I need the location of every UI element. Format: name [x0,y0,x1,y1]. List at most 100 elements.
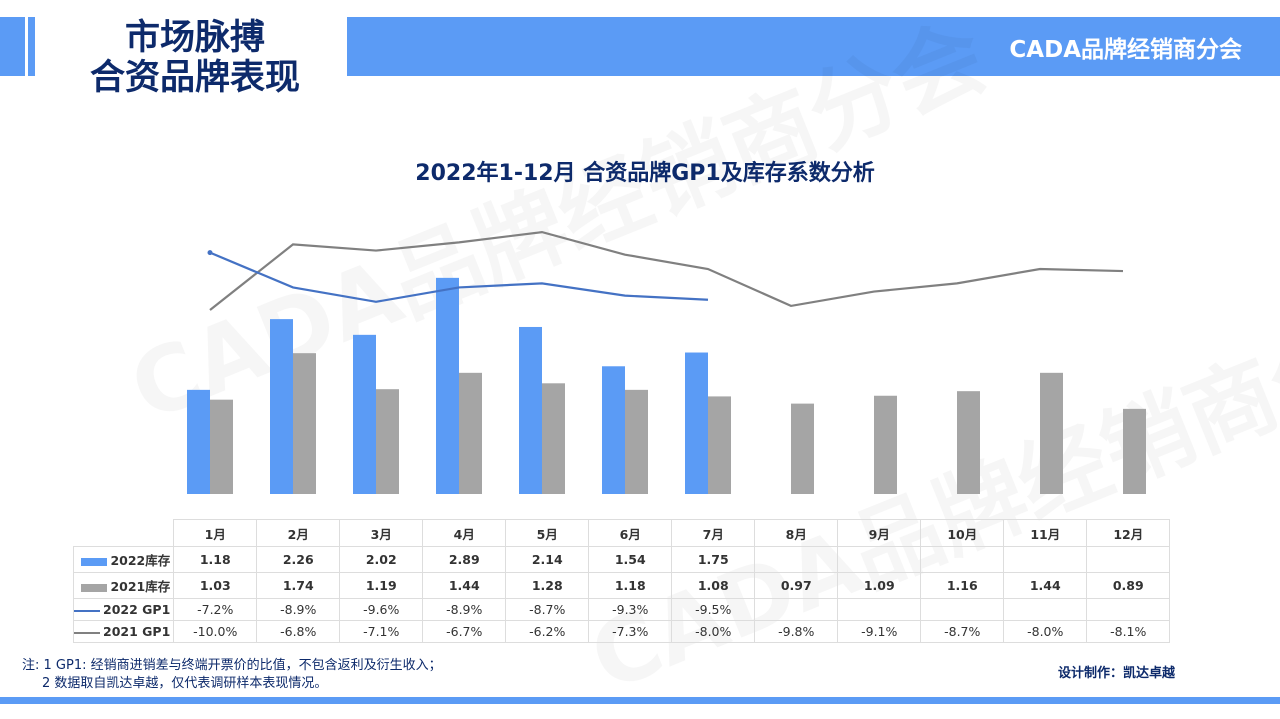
table-cell: 2.14 [505,546,590,573]
header-accent-bar [0,17,25,76]
bar-2022库存 [685,352,708,494]
legend-swatch [81,557,108,566]
table-cell [754,546,839,573]
table-cell: -9.1% [837,620,922,643]
table-header-month: 1月 [173,519,258,547]
page-title-line1: 市场脉搏 [124,18,265,58]
line-marker [207,250,213,256]
table-cell: 1.18 [588,572,673,599]
bar-2022库存 [519,326,542,494]
bar-2021库存 [791,403,814,494]
table-cell [837,546,922,573]
bar-2021库存 [210,399,233,494]
table-header-month: 9月 [837,519,922,547]
table-cell: 1.03 [173,572,258,599]
table-cell [920,546,1005,573]
table-cell: -8.7% [920,620,1005,643]
table-cell: -6.8% [256,620,341,643]
bar-2021库存 [625,389,648,494]
table-cell: 1.74 [256,572,341,599]
page-title: 市场脉搏 合资品牌表现 [60,18,330,98]
chart-title: 2022年1-12月 合资品牌GP1及库存系数分析 [415,161,875,186]
header-band [347,17,1280,76]
bar-2021库存 [874,395,897,494]
table-header-month: 5月 [505,519,590,547]
bar-2021库存 [293,353,316,494]
page-title-line2: 合资品牌表现 [89,58,300,98]
org-name: CADA品牌经销商分会 [1009,37,1242,63]
header-accent-bar-thin [28,17,35,76]
table-corner [73,519,175,547]
legend-2022-gp1: 2022 GP1 [72,598,175,621]
legend-swatch [74,631,100,634]
table-cell: 0.89 [1086,572,1171,599]
table-cell: -7.3% [588,620,673,643]
legend-label: 2022 GP1 [103,602,171,617]
table-cell: -8.1% [1086,620,1171,643]
table-cell: -10.0% [173,620,258,643]
table-cell: 1.54 [588,546,673,573]
table-header-month: 6月 [588,519,673,547]
table-cell: 1.18 [173,546,258,573]
table-cell: 0.97 [754,572,839,599]
line-2022 GP1 [209,251,709,303]
bar-2022库存 [270,319,293,494]
table-cell [920,598,1005,621]
legend-swatch [81,583,108,592]
table-cell: 2.89 [422,546,507,573]
footnote-line2: 2 数据取自凯达卓越，仅代表调研样本表现情况。 [42,676,328,691]
table-cell: 1.44 [1003,572,1088,599]
legend-label: 2021 GP1 [103,624,171,639]
table-header-month: 4月 [422,519,507,547]
bar-2021库存 [1123,408,1146,494]
table-cell [1003,546,1088,573]
table-header-month: 11月 [1003,519,1088,547]
footnote-line1: 注: 1 GP1: 经销商进销差与终端开票价的比值，不包含返利及衍生收入； [22,658,442,673]
table-cell: 1.75 [671,546,756,573]
bar-2022库存 [436,277,459,494]
table-cell: -8.0% [1003,620,1088,643]
bar-2021库存 [1040,372,1063,494]
table-cell: 1.28 [505,572,590,599]
bar-2021库存 [957,391,980,494]
table-cell [1086,546,1171,573]
table-cell: -6.7% [422,620,507,643]
bar-2021库存 [459,372,482,494]
table-cell: -6.2% [505,620,590,643]
table-cell: 1.09 [837,572,922,599]
table-cell: -8.0% [671,620,756,643]
data-table: 1月 2月 3月 4月 5月 6月 7月 8月 9月 10月 11月 12月 2022库存 1.18 2.… [72,519,1171,643]
table-cell: -9.8% [754,620,839,643]
footnote: 注: 1 GP1: 经销商进销差与终端开票价的比值，不包含返利及衍生收入； 2 … [22,657,442,693]
table-header-month: 7月 [671,519,756,547]
table-cell: 1.08 [671,572,756,599]
credit: 设计制作：凯达卓越 [1058,666,1176,681]
table-cell: 1.19 [339,572,424,599]
bar-2022库存 [353,334,376,494]
table-header-month: 12月 [1086,519,1171,547]
table-cell: -7.2% [173,598,258,621]
bar-2021库存 [376,389,399,494]
table-header-month: 8月 [754,519,839,547]
legend-2021-inventory: 2021库存 [72,572,175,599]
table-cell: 1.16 [920,572,1005,599]
table-cell: -8.9% [256,598,341,621]
legend-label: 2021库存 [110,579,171,594]
table-cell: -8.7% [505,598,590,621]
bar-2022库存 [602,366,625,494]
table-cell: -9.6% [339,598,424,621]
footer-bar [0,697,1280,704]
table-cell: -8.9% [422,598,507,621]
table-cell [754,598,839,621]
table-header-month: 3月 [339,519,424,547]
legend-swatch [74,609,100,612]
legend-2022-inventory: 2022库存 [72,546,175,573]
table-cell: 2.26 [256,546,341,573]
table-cell: -9.3% [588,598,673,621]
legend-2021-gp1: 2021 GP1 [72,620,175,643]
table-cell: 2.02 [339,546,424,573]
bar-2022库存 [187,389,210,494]
line-2021 GP1 [209,230,1124,311]
bar-2021库存 [542,383,565,494]
